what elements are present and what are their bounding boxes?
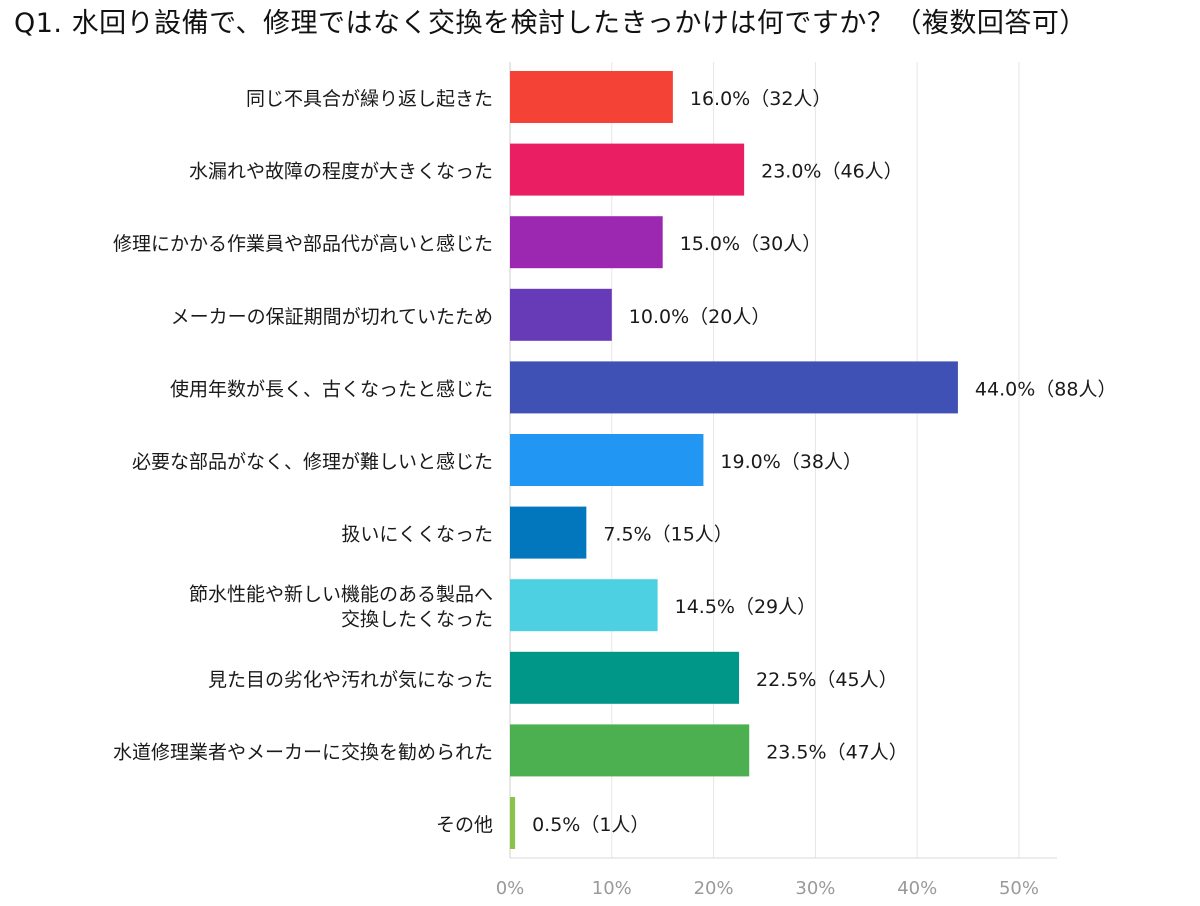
bar: [510, 216, 663, 269]
data-label: 19.0%（38人）: [720, 451, 862, 473]
category-label: 扱いにくくなった: [341, 524, 493, 546]
bar: [510, 579, 658, 632]
x-tick-label: 40%: [897, 878, 937, 899]
bar: [510, 797, 516, 849]
category-label: 同じ不具合が繰り返し起きた: [246, 88, 493, 110]
data-label: 44.0%（88人）: [975, 378, 1117, 400]
bar: [510, 434, 704, 486]
x-tick-label: 0%: [496, 878, 525, 899]
data-label: 22.5%（45人）: [756, 669, 898, 691]
category-label: メーカーの保証期間が切れていたため: [171, 306, 493, 328]
bar: [510, 71, 673, 123]
category-label: その他: [436, 814, 493, 836]
category-labels: 同じ不具合が繰り返し起きた水漏れや故障の程度が大きくなった修理にかかる作業員や部…: [113, 88, 493, 836]
chart-title: Q1. 水回り設備で、修理ではなく交換を検討したきっかけは何ですか？（複数回答可…: [14, 8, 1087, 39]
bar: [510, 506, 587, 559]
data-labels: 16.0%（32人） 23.0%（46人） 15.0%（30人） 10.0%（20人）…: [532, 88, 1116, 836]
data-label: 0.5%（1人）: [532, 814, 649, 836]
bar: [510, 143, 745, 196]
category-label: 水道修理業者やメーカーに交換を勧められた: [113, 741, 493, 763]
x-tick-label: 20%: [694, 878, 734, 899]
category-label: 水漏れや故障の程度が大きくなった: [189, 161, 493, 183]
bar: [510, 651, 740, 704]
data-label: 23.5%（47人）: [766, 741, 908, 763]
x-tick-label: 30%: [795, 878, 835, 899]
bar: [510, 361, 958, 414]
bar: [510, 724, 750, 777]
category-label: 必要な部品がなく、修理が難しいと感じた: [132, 451, 493, 473]
x-tick-label: 50%: [999, 878, 1039, 899]
bar: [510, 288, 612, 341]
category-label: 交換したくなった: [341, 609, 493, 631]
bars: [510, 71, 958, 849]
category-label: 修理にかかる作業員や部品代が高いと感じた: [113, 233, 493, 255]
data-label: 14.5%（29人）: [675, 596, 817, 618]
data-label: 7.5%（15人）: [603, 524, 732, 546]
category-label: 節水性能や新しい機能のある製品へ: [189, 584, 493, 606]
data-label: 10.0%（20人）: [629, 306, 771, 328]
x-axis-ticks: 0% 10% 20% 30% 40% 50%: [496, 878, 1039, 899]
category-label: 使用年数が長く、古くなったと感じた: [170, 378, 493, 400]
data-label: 16.0%（32人）: [690, 88, 832, 110]
x-tick-label: 10%: [592, 878, 632, 899]
data-label: 23.0%（46人）: [761, 161, 903, 183]
category-label: 見た目の劣化や汚れが気になった: [208, 669, 493, 691]
data-label: 15.0%（30人）: [680, 233, 822, 255]
